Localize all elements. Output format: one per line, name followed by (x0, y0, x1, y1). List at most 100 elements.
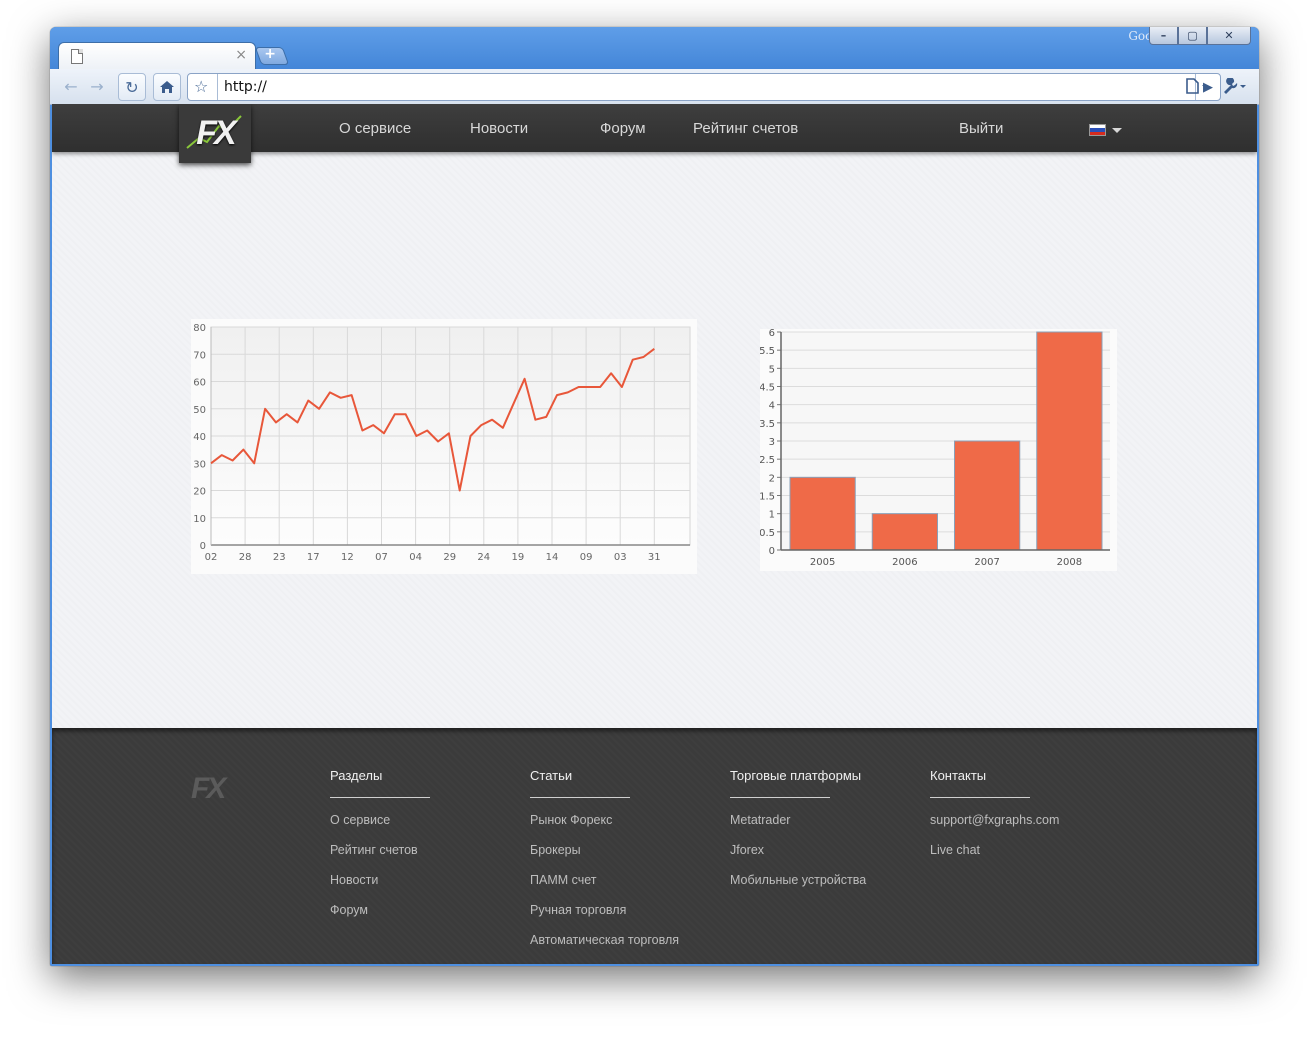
footer-column-sections: Разделы О сервисе Рейтинг счетов Новости… (330, 768, 430, 932)
y-tick-label: 70 (193, 350, 206, 361)
y-tick-label: 3.5 (760, 419, 775, 430)
close-window-button[interactable]: ✕ (1207, 27, 1251, 45)
footer-link[interactable]: Мобильные устройства (730, 873, 867, 887)
language-dropdown-caret-icon[interactable] (1112, 128, 1122, 133)
reload-icon: ↻ (125, 77, 139, 97)
go-button[interactable]: ▶ (1195, 74, 1220, 100)
y-tick-label: 30 (193, 459, 206, 470)
y-tick-label: 5 (769, 364, 775, 375)
x-tick-label: 04 (409, 552, 422, 563)
y-tick-label: 0.5 (760, 528, 775, 539)
line-chart-panel: 0 10 20 30 40 50 60 70 80 02 28 23 17 12 07 04 29 24 19 14 0… (191, 319, 697, 574)
nav-logout[interactable]: Выйти (959, 120, 1004, 137)
y-tick-label: 4 (769, 401, 775, 412)
bar (789, 476, 856, 551)
bar (1036, 331, 1103, 551)
minimize-button[interactable]: – (1149, 27, 1178, 45)
x-tick-label: 2008 (1057, 557, 1082, 568)
nav-rating[interactable]: Рейтинг счетов (693, 120, 799, 137)
footer-link[interactable]: Форум (330, 903, 368, 917)
footer-link[interactable]: Новости (330, 873, 379, 887)
y-tick-label: 10 (193, 514, 206, 525)
page-icon (71, 49, 83, 64)
footer-divider (730, 797, 830, 798)
settings-menu-button[interactable] (1219, 73, 1251, 99)
home-button[interactable] (153, 73, 181, 101)
y-tick-label: 40 (193, 432, 206, 443)
reload-button[interactable]: ↻ (118, 73, 146, 101)
footer-column-contacts: Контакты support@fxgraphs.com Live chat (930, 768, 1059, 872)
footer-column-title: Торговые платформы (730, 768, 862, 783)
forward-button[interactable]: → (84, 73, 110, 99)
footer-column-platforms: Торговые платформы Metatrader Jforex Моб… (730, 768, 866, 902)
page-viewport: FX О сервисе Новости Форум Рейтинг счето… (52, 104, 1257, 964)
address-bar[interactable]: ☆ http:// ▶ (187, 73, 1221, 101)
site-logo[interactable]: FX (179, 104, 251, 163)
bar-chart-panel: 0 0.5 1 1.5 2 2.5 3 3.5 4 4.5 5 5.5 6 2005 2006 2007 200… (759, 328, 1117, 571)
bookmark-star-icon[interactable]: ☆ (194, 77, 209, 96)
new-tab-button[interactable]: + (254, 46, 290, 65)
y-tick-label: 1.5 (760, 492, 775, 503)
site-footer: FX Разделы О сервисе Рейтинг счетов Ново… (52, 728, 1257, 964)
series-line (210, 348, 655, 492)
nav-news[interactable]: Новости (470, 120, 529, 137)
flag-stripe-blue (1090, 128, 1105, 132)
y-tick-label: 4.5 (760, 383, 775, 394)
maximize-button[interactable]: ▢ (1178, 27, 1207, 45)
url-text[interactable]: http:// (224, 79, 267, 95)
footer-link[interactable]: ПАММ счет (530, 873, 597, 887)
footer-link[interactable]: Брокеры (530, 843, 581, 857)
y-tick-label: 50 (193, 405, 206, 416)
y-tick-label: 6 (769, 329, 775, 339)
x-tick-label: 07 (375, 552, 388, 563)
page-menu-button[interactable] (1183, 73, 1213, 99)
nav-about[interactable]: О сервисе (339, 120, 412, 137)
page-menu-icon (1186, 78, 1208, 94)
browser-window: Google – ▢ ✕ × + ← → ↻ ☆ http:// ▶ (50, 27, 1259, 966)
x-tick-label: 12 (341, 552, 354, 563)
footer-link[interactable]: Рынок Форекс (530, 813, 613, 827)
footer-link[interactable]: Live chat (930, 843, 981, 857)
footer-divider (530, 797, 630, 798)
close-tab-icon[interactable]: × (235, 47, 247, 63)
home-icon (160, 81, 174, 93)
footer-link[interactable]: Ручная торговля (530, 903, 627, 917)
x-tick-label: 23 (273, 552, 286, 563)
footer-logo[interactable]: FX (191, 772, 226, 805)
language-flag-icon[interactable] (1089, 124, 1106, 136)
footer-link[interactable]: Автоматическая торговля (530, 933, 680, 947)
footer-link[interactable]: Metatrader (730, 813, 791, 827)
browser-toolbar: ← → ↻ ☆ http:// ▶ (50, 69, 1259, 105)
x-tick-label: 17 (307, 552, 320, 563)
x-tick-label: 2005 (810, 557, 835, 568)
x-tick-label: 24 (477, 552, 490, 563)
footer-column-title: Статьи (530, 768, 573, 783)
footer-column-articles: Статьи Рынок Форекс Брокеры ПАММ счет Ру… (530, 768, 679, 962)
wrench-icon (1224, 78, 1246, 94)
line-chart: 0 10 20 30 40 50 60 70 80 02 28 23 17 12 07 04 29 24 19 14 0… (193, 323, 691, 563)
logo-chart-icon (186, 115, 242, 149)
title-bar: Google – ▢ ✕ × + (50, 27, 1259, 70)
window-controls: – ▢ ✕ (1149, 27, 1251, 45)
footer-link[interactable]: Jforex (730, 843, 765, 857)
footer-link[interactable]: support@fxgraphs.com (930, 813, 1060, 827)
footer-link[interactable]: Рейтинг счетов (330, 843, 418, 857)
x-tick-label: 09 (580, 552, 593, 563)
browser-tab[interactable]: × (58, 42, 256, 70)
logo-text: FX (196, 114, 236, 152)
bar-chart: 0 0.5 1 1.5 2 2.5 3 3.5 4 4.5 5 5.5 6 2005 2006 2007 200… (759, 328, 1110, 568)
y-tick-label: 0 (200, 541, 206, 552)
x-tick-label: 28 (239, 552, 252, 563)
y-tick-label: 0 (769, 546, 775, 557)
x-tick-label: 2006 (892, 557, 917, 568)
x-tick-label: 31 (648, 552, 661, 563)
back-button[interactable]: ← (58, 73, 84, 99)
arrow-right-icon: → (90, 76, 104, 96)
x-tick-label: 29 (443, 552, 456, 563)
x-tick-label: 02 (205, 552, 218, 563)
nav-forum[interactable]: Форум (600, 120, 646, 137)
x-tick-label: 2007 (974, 557, 999, 568)
plus-icon: + (264, 46, 277, 62)
footer-link[interactable]: О сервисе (330, 813, 391, 827)
y-tick-label: 1 (769, 510, 775, 521)
